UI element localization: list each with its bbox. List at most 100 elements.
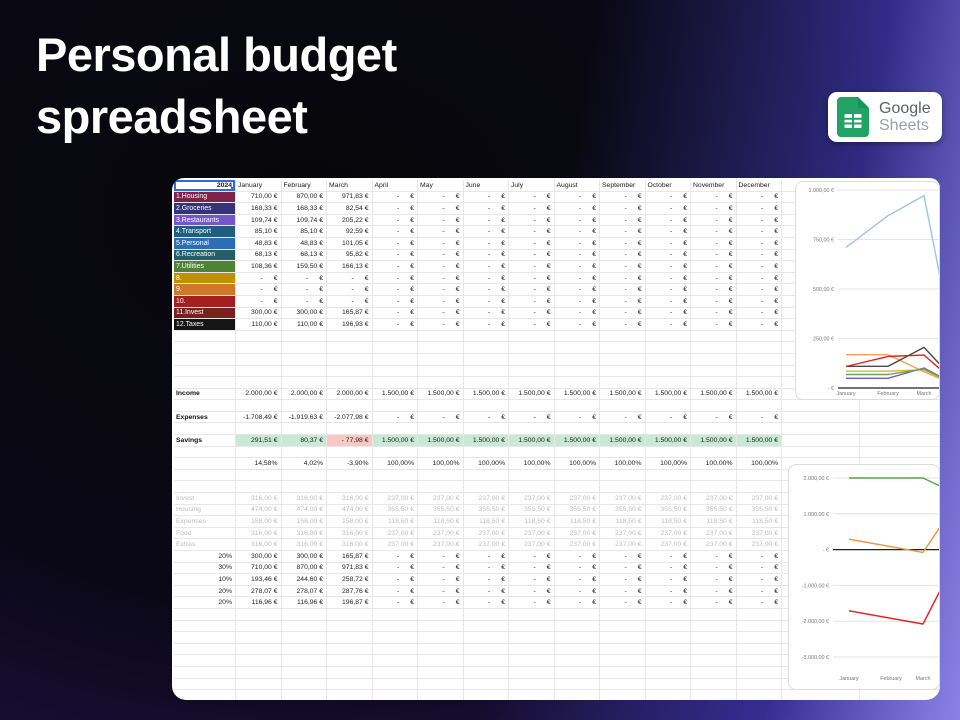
dash-value: - bbox=[760, 193, 764, 201]
sheet-cell bbox=[418, 481, 464, 494]
euro-sign: € bbox=[410, 587, 414, 595]
value-cell: - € bbox=[736, 585, 782, 598]
sheet-cell bbox=[509, 608, 555, 621]
value-cell: 100,00% bbox=[736, 458, 782, 470]
euro-sign: € bbox=[683, 216, 687, 224]
sheet-cell bbox=[645, 632, 691, 644]
value-cell: - € bbox=[645, 203, 691, 215]
value-cell: 237,00 € bbox=[554, 493, 600, 505]
value-cell: - € bbox=[736, 307, 782, 320]
value-cell: 196,87 € bbox=[327, 597, 373, 609]
value-cell: - € bbox=[645, 562, 691, 575]
dash-value: - bbox=[669, 564, 673, 572]
sheet-cell bbox=[691, 690, 737, 700]
value-cell: 85,10 € bbox=[236, 226, 282, 238]
dash-value: - bbox=[578, 599, 582, 607]
euro-sign: € bbox=[455, 309, 460, 317]
dash-value: - bbox=[533, 228, 536, 236]
value-cell: - € bbox=[736, 551, 782, 563]
sheet-cell bbox=[860, 400, 940, 412]
value-cell: - € bbox=[509, 574, 555, 586]
value-cell: - € bbox=[372, 597, 418, 609]
dash-value: - bbox=[487, 564, 491, 572]
value-cell: 971,83 € bbox=[327, 562, 373, 575]
value-cell: - € bbox=[554, 214, 600, 227]
sheet-cell bbox=[554, 666, 600, 679]
dash-value: - bbox=[715, 320, 718, 328]
sheet-cell bbox=[691, 655, 737, 667]
x-axis-tick-label: February bbox=[877, 391, 899, 397]
euro-sign: € bbox=[592, 587, 596, 595]
sheet-cell bbox=[327, 423, 373, 436]
value-cell: - € bbox=[645, 284, 691, 296]
euro-sign: € bbox=[501, 204, 505, 212]
euro-sign: € bbox=[683, 262, 687, 270]
euro-sign: € bbox=[410, 286, 414, 294]
sheet-cell bbox=[736, 620, 782, 633]
value-cell: - € bbox=[554, 284, 600, 296]
value-cell: - € bbox=[600, 226, 646, 238]
sheet-cell bbox=[509, 690, 555, 700]
value-cell: 109,74 € bbox=[236, 214, 282, 227]
dash-value: - bbox=[396, 587, 400, 595]
dash-value: - bbox=[669, 575, 673, 583]
value-cell: 237,00 € bbox=[463, 527, 509, 540]
dash-value: - bbox=[715, 587, 718, 595]
dash-value: - bbox=[578, 239, 582, 247]
sheet-cell bbox=[782, 435, 860, 447]
value-cell: 355,50 € bbox=[372, 504, 418, 517]
sheet-cell bbox=[463, 655, 509, 667]
sheet-cell bbox=[174, 608, 236, 621]
sheet-cell bbox=[372, 655, 418, 667]
value-cell: - € bbox=[736, 272, 782, 285]
euro-sign: € bbox=[683, 599, 687, 607]
value-cell: 80,37 € bbox=[281, 435, 327, 447]
dash-value: - bbox=[533, 274, 536, 282]
series-transport bbox=[846, 368, 939, 378]
value-cell: 474,00 € bbox=[281, 504, 327, 517]
category-spend-chart: 1.000,00 € 750,00 € 500,00 € 250,00 € - € Jan… bbox=[795, 181, 940, 400]
euro-sign: € bbox=[501, 297, 505, 305]
sheet-cell bbox=[782, 690, 860, 700]
dash-value: - bbox=[715, 575, 718, 583]
sheet-cell bbox=[236, 632, 282, 644]
value-cell: - € bbox=[327, 284, 373, 296]
value-cell: - € bbox=[691, 237, 737, 250]
value-cell: 158,00 € bbox=[327, 516, 373, 528]
value-cell: - € bbox=[691, 562, 737, 575]
sheet-cell bbox=[463, 377, 509, 389]
dash-value: - bbox=[578, 204, 582, 212]
sheet-cell bbox=[554, 330, 600, 343]
dash-value: - bbox=[396, 262, 400, 270]
sheet-cell bbox=[174, 446, 236, 459]
sheet-cell bbox=[736, 481, 782, 494]
dash-value: - bbox=[578, 587, 582, 595]
sheet-cell bbox=[860, 411, 940, 424]
dash-value: - bbox=[487, 204, 491, 212]
dash-value: - bbox=[669, 204, 673, 212]
value-cell: 116,96 € bbox=[236, 597, 282, 609]
euro-sign: € bbox=[410, 564, 414, 572]
dash-value: - bbox=[442, 228, 445, 236]
sheet-cell bbox=[554, 342, 600, 354]
euro-sign: € bbox=[683, 320, 687, 328]
y-axis-tick-label: 2.000,00 € bbox=[804, 476, 829, 482]
euro-sign: € bbox=[637, 587, 642, 595]
sheet-cell bbox=[736, 469, 782, 482]
euro-sign: € bbox=[592, 239, 596, 247]
value-cell: - € bbox=[463, 597, 509, 609]
dash-value: - bbox=[715, 552, 718, 560]
category-label: 4.Transport bbox=[174, 226, 236, 238]
value-cell: 165,87 € bbox=[327, 551, 373, 563]
dash-value: - bbox=[715, 216, 718, 224]
dash-value: - bbox=[669, 309, 673, 317]
dash-value: - bbox=[442, 193, 445, 201]
dash-value: - bbox=[578, 564, 582, 572]
sheet-cell bbox=[600, 365, 646, 378]
euro-sign: € bbox=[683, 204, 687, 212]
euro-sign: € bbox=[774, 564, 778, 572]
series-expenses bbox=[848, 591, 939, 625]
euro-sign: € bbox=[410, 413, 414, 421]
sheet-cell bbox=[174, 365, 236, 378]
sheet-cell bbox=[236, 330, 282, 343]
